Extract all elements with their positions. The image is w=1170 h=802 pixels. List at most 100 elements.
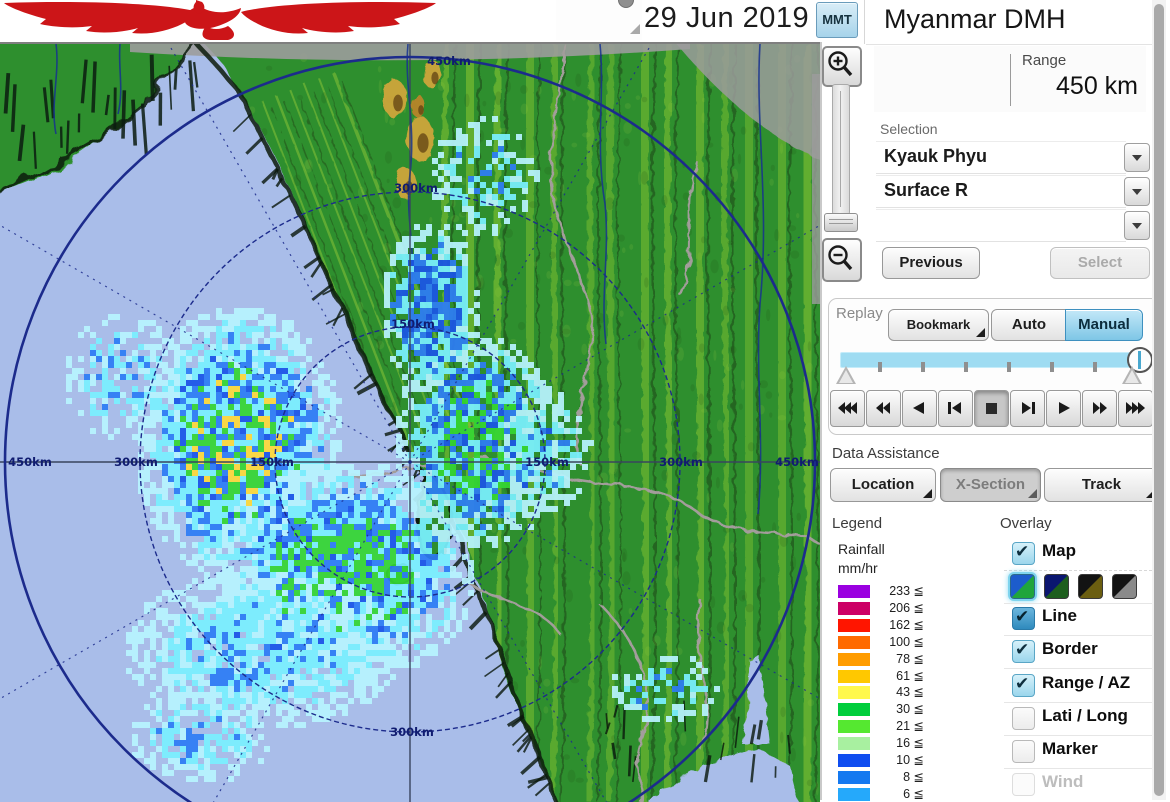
svg-text:300km: 300km [390, 725, 434, 739]
map-right-edge [820, 42, 822, 800]
overlay-separator [1004, 768, 1157, 769]
location-button[interactable]: Location [830, 468, 936, 502]
chevron-down-icon [1132, 155, 1142, 161]
stop-button[interactable] [974, 390, 1009, 427]
step-forward-button[interactable] [1010, 390, 1045, 427]
play-icon [1052, 400, 1075, 416]
check-icon: ✔ [1015, 542, 1029, 562]
stop-icon [980, 400, 1003, 416]
timeline-tick [964, 362, 968, 372]
extra-select[interactable] [876, 209, 1126, 242]
svg-text:300km: 300km [114, 455, 158, 469]
track-button[interactable]: Track [1044, 468, 1159, 502]
timeline-tick [878, 362, 882, 372]
overlay-item-label: Line [1042, 606, 1077, 626]
timezone-mmt-button[interactable]: MMT [816, 2, 858, 38]
manual-button[interactable]: Manual [1065, 309, 1143, 341]
overlay-separator [1004, 635, 1157, 636]
replay-label: Replay [836, 305, 883, 322]
check-icon: ✔ [1015, 607, 1029, 627]
svg-text:150km: 150km [391, 317, 435, 331]
station-select[interactable]: Kyauk Phyu [876, 141, 1126, 174]
timeline-end-marker[interactable] [1122, 366, 1142, 384]
forward-button[interactable] [1082, 390, 1117, 427]
header-divider [864, 0, 865, 44]
date-spinner-knob[interactable] [618, 0, 634, 8]
legend-value: 206 ≦ [866, 600, 924, 615]
rewind-fast-button[interactable] [830, 390, 865, 427]
x-section-button[interactable]: X-Section [940, 468, 1041, 502]
station-select-dropdown-button[interactable] [1124, 143, 1150, 172]
step-backward-button[interactable] [938, 390, 973, 427]
overlay-separator [1004, 702, 1157, 703]
product-select[interactable]: Surface R [876, 175, 1126, 208]
zoom-in-button[interactable] [822, 46, 862, 87]
overlay-checkbox-wind [1012, 773, 1035, 796]
overlay-checkbox-marker[interactable] [1012, 740, 1035, 763]
range-value: 450 km [1010, 72, 1138, 101]
previous-button[interactable]: Previous [882, 247, 980, 279]
map-style-black-olive[interactable] [1078, 574, 1103, 599]
date-picker-box[interactable] [556, 0, 642, 40]
overlay-checkbox-line[interactable]: ✔ [1012, 607, 1035, 630]
check-icon: ✔ [1015, 674, 1029, 694]
zoom-slider-track[interactable] [832, 84, 850, 215]
legend-value: 6 ≦ [866, 786, 924, 801]
forward-fast-button[interactable] [1118, 390, 1153, 427]
svg-text:300km: 300km [394, 181, 438, 195]
extra-select-dropdown-button[interactable] [1124, 211, 1150, 240]
svg-text:150km: 150km [250, 455, 294, 469]
dmh-eagle-logo [0, 0, 440, 40]
overlay-item-label: Map [1042, 541, 1076, 561]
replay-timeline-track[interactable] [840, 352, 1150, 368]
overlay-item-label: Wind [1042, 772, 1083, 792]
step-backward-icon [944, 400, 967, 416]
chevron-down-icon [1132, 223, 1142, 229]
map-norange-east [812, 74, 820, 304]
timeline-tick [1093, 362, 1097, 372]
timeline-tick [1050, 362, 1054, 372]
overlay-separator [1004, 570, 1157, 571]
legend-value: 10 ≦ [866, 752, 924, 767]
rewind-fast-icon [836, 400, 859, 416]
timeline-start-marker[interactable] [836, 366, 856, 384]
map-style-blue-green[interactable] [1010, 574, 1035, 599]
svg-text:150km: 150km [525, 455, 569, 469]
legend-value: 21 ≦ [866, 718, 924, 733]
play-button[interactable] [1046, 390, 1081, 427]
product-select-value: Surface R [884, 180, 968, 201]
zoom-out-button[interactable] [822, 238, 862, 282]
overlay-checkbox-range-az[interactable]: ✔ [1012, 674, 1035, 697]
select-button: Select [1050, 247, 1150, 279]
svg-text:450km: 450km [427, 54, 471, 68]
overlay-separator [1004, 735, 1157, 736]
overlay-checkbox-lati-long[interactable] [1012, 707, 1035, 730]
rewind-button[interactable] [866, 390, 901, 427]
scrollbar-thumb[interactable] [1154, 4, 1164, 796]
bookmark-button[interactable]: Bookmark [888, 309, 989, 341]
map-style-black-gray[interactable] [1112, 574, 1137, 599]
auto-button[interactable]: Auto [991, 309, 1067, 341]
rewind-icon [872, 400, 895, 416]
date-dropdown-grip-icon [630, 24, 640, 34]
overlay-checkbox-map[interactable]: ✔ [1012, 542, 1035, 565]
legend-value: 78 ≦ [866, 651, 924, 666]
overlay-checkbox-border[interactable]: ✔ [1012, 640, 1035, 663]
timeline-tick [921, 362, 925, 372]
play-backward-button[interactable] [902, 390, 937, 427]
timeline-tick [1007, 362, 1011, 372]
station-select-value: Kyauk Phyu [884, 146, 987, 167]
overlay-label: Overlay [1000, 515, 1052, 532]
chevron-down-icon [1132, 189, 1142, 195]
zoom-slider-handle[interactable] [824, 213, 858, 232]
map-style-navy-green[interactable] [1044, 574, 1069, 599]
legend-value: 162 ≦ [866, 617, 924, 632]
app-title: Myanmar DMH [884, 4, 1144, 40]
overlay-item-label: Lati / Long [1042, 706, 1128, 726]
check-icon: ✔ [1015, 640, 1029, 660]
forward-icon [1088, 400, 1111, 416]
data-assistance-label: Data Assistance [832, 445, 940, 462]
range-label: Range [1022, 52, 1066, 69]
product-select-dropdown-button[interactable] [1124, 177, 1150, 206]
